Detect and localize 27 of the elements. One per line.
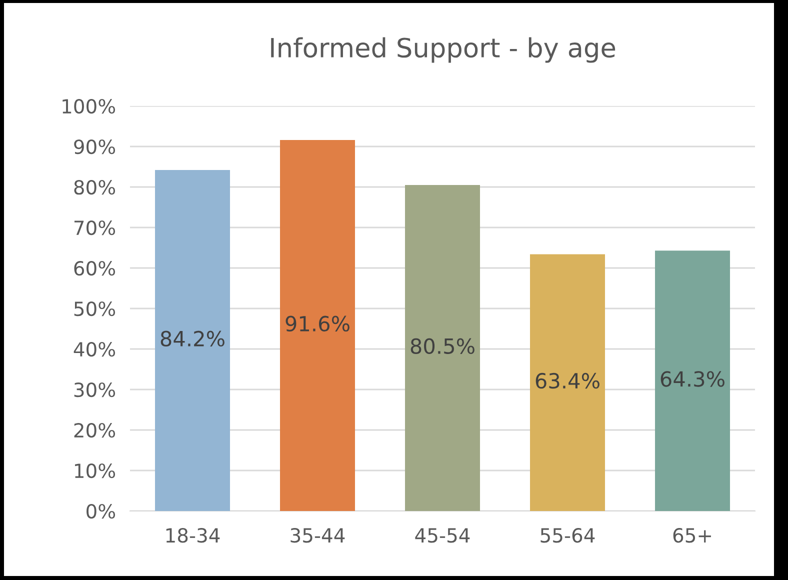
- y-tick-label: 80%: [74, 180, 116, 195]
- bar: [655, 250, 730, 511]
- data-label: 63.4%: [536, 372, 600, 389]
- y-tick-label: 40%: [74, 342, 116, 357]
- y-tick-label: 60%: [74, 260, 116, 276]
- data-label: 84.2%: [160, 330, 224, 347]
- y-tick-label: 0%: [86, 504, 116, 519]
- y-tick-label: 50%: [74, 301, 116, 316]
- data-label: 64.3%: [660, 371, 724, 387]
- x-tick-label: 65+: [673, 528, 711, 543]
- x-tick-label: 55-64: [540, 528, 595, 543]
- data-label: 91.6%: [286, 316, 350, 332]
- bar: [530, 254, 605, 511]
- y-tick-label: 70%: [74, 220, 116, 236]
- data-label: 80.5%: [410, 338, 474, 354]
- bar: [280, 140, 355, 511]
- y-tick-label: 20%: [74, 422, 116, 438]
- chart-title: Informed Support - by age: [271, 37, 616, 63]
- y-tick-label: 90%: [74, 139, 116, 154]
- y-tick-label: 10%: [75, 463, 116, 478]
- y-tick-label: 30%: [74, 382, 116, 398]
- y-tick-label: 100%: [62, 98, 116, 114]
- x-tick-label: 45-54: [415, 528, 470, 543]
- x-tick-label: 35-44: [290, 528, 345, 543]
- bar: [155, 170, 230, 511]
- bar: [405, 184, 480, 511]
- x-tick-label: 18-34: [166, 528, 220, 543]
